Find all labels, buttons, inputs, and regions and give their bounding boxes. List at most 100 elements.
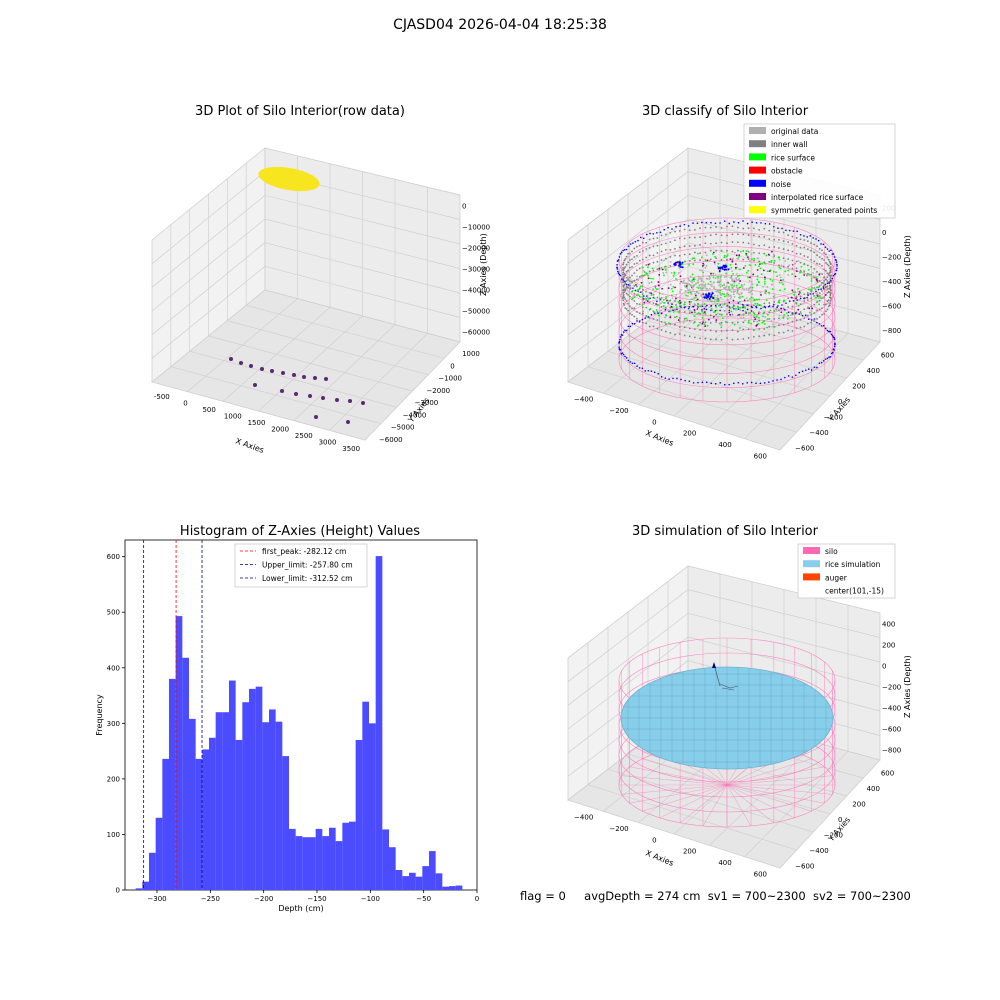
rice-surface-point [686, 319, 689, 322]
legend-entry: inner wall [771, 140, 808, 149]
original-data-point [820, 284, 822, 286]
noise-point [835, 261, 838, 263]
inner-wall-point [825, 286, 827, 289]
y-tick-label: −400 [809, 847, 828, 855]
rice-surface-point [688, 263, 690, 266]
original-data-point [720, 296, 722, 299]
original-data-point [703, 263, 706, 266]
inner-wall-point [699, 259, 701, 262]
rice-surface-point [706, 324, 709, 327]
noise-point [760, 222, 762, 224]
inner-wall-point [674, 300, 676, 302]
noise-point [746, 308, 749, 311]
legend-entry: rice simulation [825, 560, 881, 569]
rice-surface-point [703, 323, 706, 326]
interpolated-point [635, 284, 637, 286]
inner-wall-point [720, 306, 723, 309]
noise-point [619, 338, 621, 341]
inner-wall-point [709, 242, 712, 245]
inner-wall-point [622, 271, 625, 274]
noise-point [632, 287, 634, 289]
original-data-point [756, 320, 759, 323]
noise-point [647, 369, 650, 372]
inner-wall-point [826, 285, 829, 288]
inner-wall-point [799, 303, 802, 306]
original-data-point [731, 278, 734, 281]
interpolated-point [808, 307, 811, 310]
original-data-point [699, 286, 702, 289]
inner-wall-point [803, 293, 806, 296]
noise-point [818, 323, 821, 325]
inner-wall-point [627, 278, 629, 280]
noise-point [768, 381, 770, 383]
legend-swatch [749, 179, 766, 187]
inner-wall-point [693, 311, 696, 314]
original-data-point [713, 285, 715, 288]
x-tick-label: -500 [154, 393, 170, 401]
inner-wall-point [645, 299, 648, 301]
inner-wall-point [731, 338, 734, 341]
inner-wall-point [720, 321, 723, 324]
inner-wall-point [742, 328, 745, 331]
rice-surface-point [681, 263, 684, 266]
inner-wall-point [629, 252, 631, 255]
noise-point [798, 313, 801, 315]
histogram-vlines [143, 540, 203, 890]
rice-surface-point [662, 305, 665, 308]
noise-point [725, 268, 728, 271]
original-data-point [675, 293, 678, 296]
auger-shaft [714, 667, 721, 687]
inner-wall-point [795, 267, 798, 270]
rice-surface-point [648, 298, 650, 300]
inner-wall-point [638, 251, 641, 254]
z-tick-label: −60000 [462, 329, 490, 337]
noise-point [703, 296, 706, 299]
inner-wall-point [636, 262, 638, 265]
inner-wall-point [709, 226, 712, 229]
inner-wall-point [791, 330, 794, 332]
rice-surface-point [816, 300, 819, 303]
rice-surface-point [745, 250, 748, 252]
inner-wall-point [826, 263, 829, 266]
inner-wall-point [782, 240, 785, 242]
noise-point [656, 300, 658, 303]
interpolated-point [658, 267, 661, 270]
silo-floor-spoke [726, 775, 833, 786]
original-data-point [719, 292, 721, 295]
inner-wall-point [720, 330, 723, 332]
noise-point [773, 303, 775, 306]
noise-point [674, 263, 677, 266]
inner-wall-point [652, 245, 655, 248]
inner-wall-point [636, 310, 638, 313]
inner-wall-point [645, 241, 648, 244]
rice-surface-point [747, 276, 749, 279]
original-data-point [817, 281, 820, 283]
inner-wall-point [828, 274, 831, 277]
raw-points [229, 357, 365, 424]
original-data-point [693, 284, 696, 286]
inner-wall-point [625, 270, 628, 273]
rice-surface-point [671, 290, 674, 293]
original-data-point [676, 279, 679, 281]
inner-wall-point [742, 338, 745, 340]
inner-wall-point [704, 305, 707, 308]
original-data-point [750, 290, 753, 293]
noise-point [831, 253, 834, 255]
noise-point [833, 345, 836, 348]
rice-surface-point [700, 256, 703, 259]
interpolated-point [693, 309, 696, 311]
noise-point [676, 377, 678, 380]
noise-point [728, 301, 731, 304]
inner-wall-point [715, 321, 718, 323]
noise-point [653, 371, 656, 374]
interpolated-point [760, 294, 762, 296]
original-data-point [719, 280, 722, 283]
inner-wall-point [731, 250, 734, 253]
rice-surface-point [797, 304, 800, 307]
noise-point [812, 237, 815, 239]
inner-wall-point [726, 249, 728, 252]
raw-data-point [281, 371, 285, 375]
raw-data-point [346, 420, 350, 424]
